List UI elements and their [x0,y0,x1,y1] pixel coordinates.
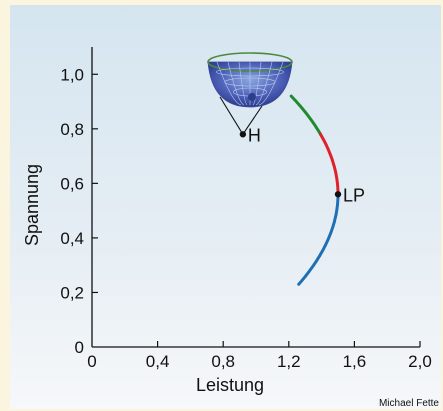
bowl-grid-line [255,61,273,106]
bowl-connector-left [219,96,244,135]
bowl-connector-right [242,105,263,135]
y-tick-label: 0,4 [60,229,84,248]
axes [91,47,420,348]
bowl-with-ball-icon [207,52,293,135]
series-line-0 [289,94,322,136]
credit-text: Michael Fette [379,398,439,409]
bowl-grid-ring [224,77,276,87]
series-line-1 [319,132,340,196]
x-tick-label: 0 [87,352,96,371]
point-label-h: H [248,125,261,145]
ball-icon [248,93,256,101]
y-tick-label: 0,6 [60,174,84,193]
point-label-lp: LP [343,185,365,205]
x-tick-label: 1,2 [277,352,301,371]
bowl-grid-line [227,61,245,106]
series-line-2 [297,192,340,286]
x-tick-label: 0,4 [146,352,170,371]
x-axis-title: Leistung [196,375,264,395]
y-axis-title: Spannung [22,164,42,246]
y-tick-label: 0,8 [60,120,84,139]
x-tick-label: 0,8 [211,352,235,371]
bowl-grid-line [258,61,284,106]
chart: 0 0,4 0,8 1,2 1,6 2,0 0 0,2 0,4 0,6 0,8 1,0 H LP Lei… [22,47,439,409]
y-tick-label: 0 [75,338,84,357]
y-tick-label: 0,2 [60,283,84,302]
x-tick-label: 2,0 [408,352,432,371]
chart-frame: 0 0,4 0,8 1,2 1,6 2,0 0 0,2 0,4 0,6 0,8 1,0 H LP Lei… [10,5,441,409]
bowl-grid-ring [216,67,284,77]
bowl-grid-line [216,61,242,106]
x-tick-label: 1,6 [343,352,367,371]
point-marker-lp [334,191,342,198]
point-marker-h [239,131,247,138]
y-tick-label: 1,0 [60,65,84,84]
